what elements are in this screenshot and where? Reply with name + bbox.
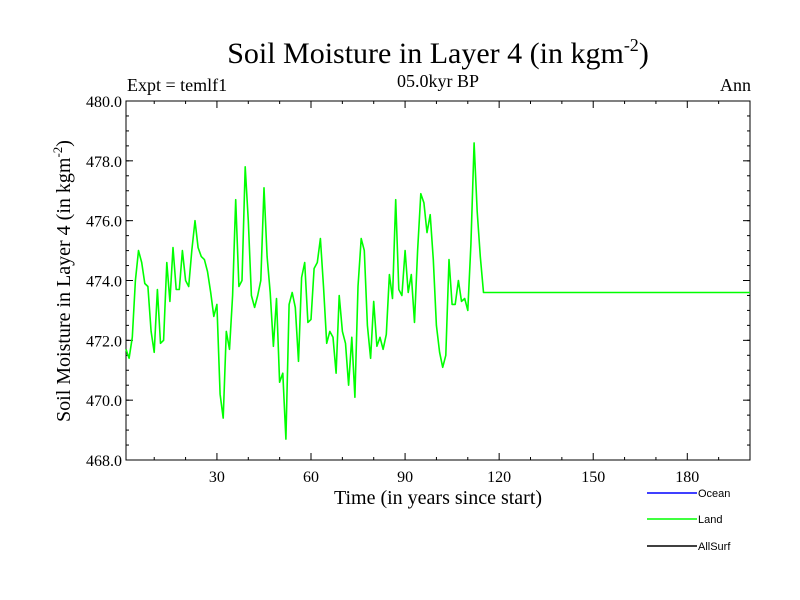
y-tick-label: 476.0 (86, 214, 122, 231)
x-tick-label: 150 (581, 469, 605, 486)
y-axis-label: Soil Moisture in Layer 4 (in kgm-2) (50, 140, 75, 422)
x-axis-label: Time (in years since start) (334, 487, 542, 509)
legend: Ocean Land AllSurf (647, 488, 731, 553)
y-tick-label: 474.0 (86, 274, 122, 291)
legend-label-ocean: Ocean (698, 488, 730, 500)
x-axis: 30 60 90 120 150 180 (153, 101, 751, 486)
series-line-land (125, 142, 750, 440)
season-label: Ann (720, 75, 751, 95)
x-tick-label: 90 (397, 469, 413, 486)
x-tick-label: 120 (487, 469, 511, 486)
plot-area (125, 100, 751, 461)
y-tick-label: 468.0 (86, 453, 122, 470)
legend-label-allsurf: AllSurf (698, 541, 731, 553)
chart-title: Soil Moisture in Layer 4 (in kgm-2) (227, 35, 649, 70)
experiment-label: Expt = temlf1 (127, 75, 227, 95)
y-tick-label: 472.0 (86, 333, 122, 350)
x-tick-label: 30 (209, 469, 225, 486)
y-tick-label: 480.0 (86, 94, 122, 111)
x-tick-label: 180 (675, 469, 699, 486)
chart-subtitle: 05.0kyr BP (397, 71, 479, 91)
series-layer (125, 142, 750, 440)
y-axis: 468.0 470.0 472.0 474.0 476.0 478.0 480.0 (86, 94, 750, 470)
y-tick-label: 478.0 (86, 154, 122, 171)
x-tick-label: 60 (303, 469, 319, 486)
legend-label-land: Land (698, 514, 722, 526)
y-tick-label: 470.0 (86, 393, 122, 410)
